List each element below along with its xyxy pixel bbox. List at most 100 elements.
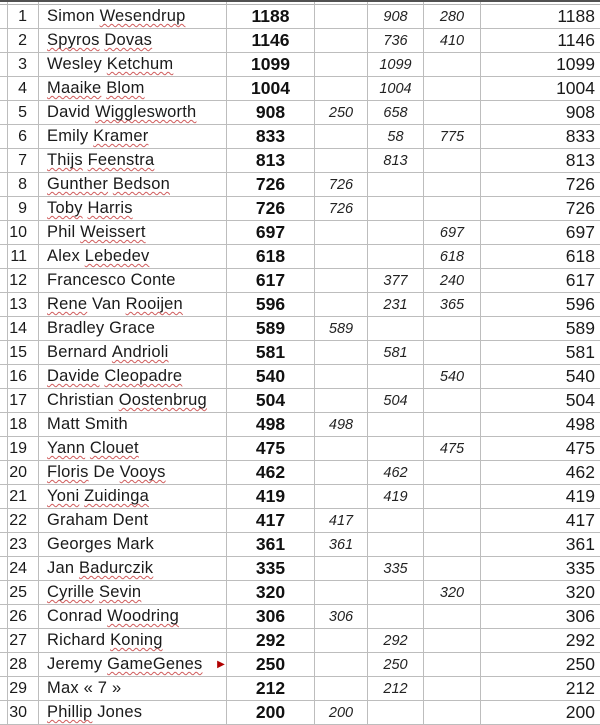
- round3-score-cell[interactable]: [424, 389, 481, 413]
- round1-score-cell[interactable]: 417: [315, 509, 368, 533]
- grand-total-cell[interactable]: 504: [481, 389, 600, 413]
- round3-score-cell[interactable]: 475: [424, 437, 481, 461]
- rank-cell[interactable]: 14: [8, 317, 39, 341]
- grand-total-cell[interactable]: 462: [481, 461, 600, 485]
- grand-total-cell[interactable]: 618: [481, 245, 600, 269]
- grand-total-cell[interactable]: 306: [481, 605, 600, 629]
- round2-score-cell[interactable]: 212: [368, 677, 424, 701]
- total-cell[interactable]: 596: [227, 293, 315, 317]
- round3-score-cell[interactable]: [424, 701, 481, 725]
- total-cell[interactable]: 335: [227, 557, 315, 581]
- name-cell[interactable]: Francesco Conte: [39, 269, 227, 293]
- round3-score-cell[interactable]: [424, 173, 481, 197]
- round2-score-cell[interactable]: 1099: [368, 53, 424, 77]
- rank-cell[interactable]: 18: [8, 413, 39, 437]
- rank-cell[interactable]: 15: [8, 341, 39, 365]
- round1-score-cell[interactable]: 589: [315, 317, 368, 341]
- round2-score-cell[interactable]: 658: [368, 101, 424, 125]
- round3-score-cell[interactable]: 697: [424, 221, 481, 245]
- name-cell[interactable]: Davide Cleopadre: [39, 365, 227, 389]
- round3-score-cell[interactable]: [424, 629, 481, 653]
- round3-score-cell[interactable]: 320: [424, 581, 481, 605]
- grand-total-cell[interactable]: 212: [481, 677, 600, 701]
- grand-total-cell[interactable]: 596: [481, 293, 600, 317]
- total-cell[interactable]: 462: [227, 461, 315, 485]
- total-cell[interactable]: 417: [227, 509, 315, 533]
- total-cell[interactable]: 1099: [227, 53, 315, 77]
- round3-score-cell[interactable]: 540: [424, 365, 481, 389]
- round1-score-cell[interactable]: [315, 53, 368, 77]
- rank-cell[interactable]: 17: [8, 389, 39, 413]
- name-cell[interactable]: Yann Clouet: [39, 437, 227, 461]
- total-cell[interactable]: 813: [227, 149, 315, 173]
- round2-score-cell[interactable]: 813: [368, 149, 424, 173]
- round1-score-cell[interactable]: [315, 5, 368, 29]
- rank-cell[interactable]: 25: [8, 581, 39, 605]
- grand-total-cell[interactable]: 726: [481, 173, 600, 197]
- total-cell[interactable]: 498: [227, 413, 315, 437]
- round3-score-cell[interactable]: [424, 677, 481, 701]
- round3-score-cell[interactable]: [424, 53, 481, 77]
- round2-score-cell[interactable]: 1004: [368, 77, 424, 101]
- rank-cell[interactable]: 26: [8, 605, 39, 629]
- round3-score-cell[interactable]: [424, 197, 481, 221]
- round2-score-cell[interactable]: 504: [368, 389, 424, 413]
- grand-total-cell[interactable]: 1004: [481, 77, 600, 101]
- total-cell[interactable]: 250: [227, 653, 315, 677]
- total-cell[interactable]: 726: [227, 197, 315, 221]
- name-cell[interactable]: Alex Lebedev: [39, 245, 227, 269]
- round1-score-cell[interactable]: [315, 677, 368, 701]
- name-cell[interactable]: Floris De Vooys: [39, 461, 227, 485]
- rank-cell[interactable]: 4: [8, 77, 39, 101]
- rank-cell[interactable]: 11: [8, 245, 39, 269]
- rank-cell[interactable]: 19: [8, 437, 39, 461]
- name-cell[interactable]: Graham Dent: [39, 509, 227, 533]
- round2-score-cell[interactable]: 377: [368, 269, 424, 293]
- round1-score-cell[interactable]: 306: [315, 605, 368, 629]
- name-cell[interactable]: Bradley Grace: [39, 317, 227, 341]
- grand-total-cell[interactable]: 617: [481, 269, 600, 293]
- name-cell[interactable]: Gunther Bedson: [39, 173, 227, 197]
- round1-score-cell[interactable]: [315, 581, 368, 605]
- total-cell[interactable]: 292: [227, 629, 315, 653]
- round1-score-cell[interactable]: [315, 485, 368, 509]
- round2-score-cell[interactable]: 58: [368, 125, 424, 149]
- name-cell[interactable]: Phil Weissert: [39, 221, 227, 245]
- round2-score-cell[interactable]: [368, 581, 424, 605]
- round3-score-cell[interactable]: [424, 101, 481, 125]
- name-cell[interactable]: Bernard Andrioli: [39, 341, 227, 365]
- round2-score-cell[interactable]: [368, 173, 424, 197]
- round2-score-cell[interactable]: 908: [368, 5, 424, 29]
- round2-score-cell[interactable]: [368, 413, 424, 437]
- total-cell[interactable]: 581: [227, 341, 315, 365]
- round3-score-cell[interactable]: 410: [424, 29, 481, 53]
- round2-score-cell[interactable]: 581: [368, 341, 424, 365]
- round1-score-cell[interactable]: [315, 437, 368, 461]
- total-cell[interactable]: 361: [227, 533, 315, 557]
- round1-score-cell[interactable]: [315, 125, 368, 149]
- grand-total-cell[interactable]: 200: [481, 701, 600, 725]
- name-cell[interactable]: Phillip Jones: [39, 701, 227, 725]
- round2-score-cell[interactable]: 292: [368, 629, 424, 653]
- total-cell[interactable]: 618: [227, 245, 315, 269]
- total-cell[interactable]: 908: [227, 101, 315, 125]
- round2-score-cell[interactable]: [368, 317, 424, 341]
- total-cell[interactable]: 475: [227, 437, 315, 461]
- name-cell[interactable]: Yoni Zuidinga: [39, 485, 227, 509]
- rank-cell[interactable]: 10: [8, 221, 39, 245]
- round3-score-cell[interactable]: [424, 149, 481, 173]
- round2-score-cell[interactable]: 462: [368, 461, 424, 485]
- round2-score-cell[interactable]: [368, 701, 424, 725]
- grand-total-cell[interactable]: 589: [481, 317, 600, 341]
- round1-score-cell[interactable]: [315, 341, 368, 365]
- round2-score-cell[interactable]: 250: [368, 653, 424, 677]
- rank-cell[interactable]: 1: [8, 5, 39, 29]
- name-cell[interactable]: David Wigglesworth: [39, 101, 227, 125]
- round1-score-cell[interactable]: [315, 365, 368, 389]
- round2-score-cell[interactable]: 231: [368, 293, 424, 317]
- total-cell[interactable]: 212: [227, 677, 315, 701]
- round3-score-cell[interactable]: [424, 413, 481, 437]
- grand-total-cell[interactable]: 320: [481, 581, 600, 605]
- rank-cell[interactable]: 8: [8, 173, 39, 197]
- total-cell[interactable]: 1188: [227, 5, 315, 29]
